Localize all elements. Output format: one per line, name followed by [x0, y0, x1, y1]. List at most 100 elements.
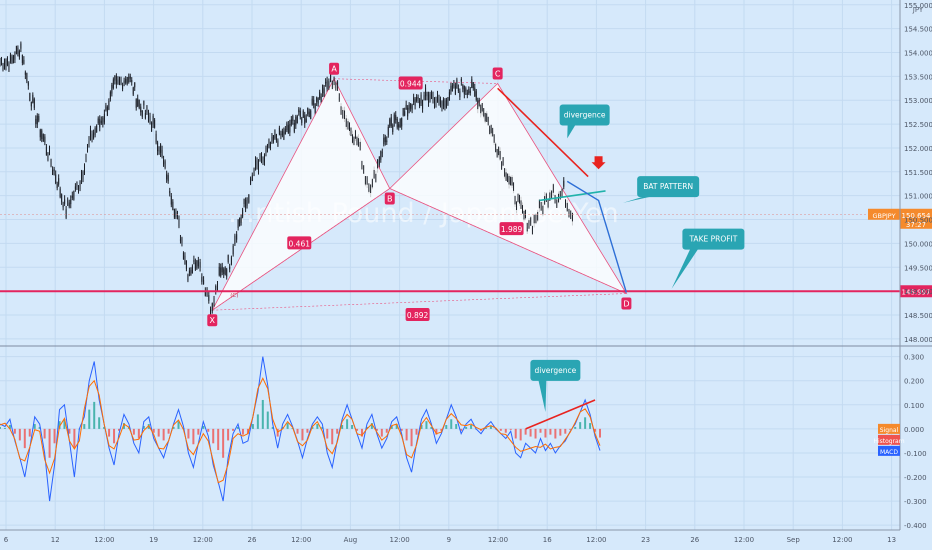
take-profit-callout[interactable]: TAKE PROFIT — [671, 228, 745, 289]
macd-histogram-bar — [3, 427, 6, 429]
bat-pattern-callout[interactable]: BAT PATTERN — [622, 176, 700, 203]
macd-histogram-bar — [28, 428, 31, 437]
macd-pane: divergence — [0, 356, 601, 502]
macd-histogram-bar — [177, 421, 180, 429]
time-tick-label: 12:00 — [734, 536, 754, 544]
time-tick-label: 19 — [149, 536, 158, 544]
macd-histogram-bar — [584, 417, 587, 429]
macd-histogram-bar — [569, 428, 572, 430]
harmonic-point-label: X — [210, 316, 216, 325]
macd-histogram-bar — [341, 425, 344, 429]
macd-histogram-bar — [336, 428, 339, 434]
small-c-label: (C) — [230, 293, 238, 299]
macd-histogram-bar — [58, 421, 61, 429]
macd-histogram-bar — [137, 428, 140, 439]
macd-histogram-bar — [246, 428, 249, 434]
signal-line — [0, 377, 601, 484]
macd-histogram-bar — [356, 428, 359, 431]
macd-histogram-bar — [167, 428, 170, 434]
macd-histogram-bar — [539, 428, 542, 433]
macd-tick-label: 0.300 — [904, 354, 924, 362]
time-tick-label: 12:00 — [832, 536, 852, 544]
time-tick-label: 13 — [887, 536, 896, 544]
macd-histogram-bar — [192, 428, 195, 445]
fib-ratio-label: 1.989 — [501, 225, 523, 234]
macd-legend-signal: Signal — [878, 423, 900, 434]
macd-histogram-bar — [202, 425, 205, 429]
fib-ratio-tag: 1.989 — [499, 222, 524, 236]
macd-histogram-bar — [435, 428, 438, 435]
macd-histogram-bar — [0, 426, 1, 429]
macd-histogram-bar — [286, 423, 289, 429]
macd-histogram-bar — [395, 424, 398, 429]
macd-tick-label: -0.300 — [904, 498, 927, 506]
time-tick-label: 26 — [690, 536, 699, 544]
time-tick-label: 23 — [641, 536, 650, 544]
macd-tick-label: 0.200 — [904, 378, 924, 386]
instrument-label: GBPJPY — [872, 212, 895, 220]
fib-ratio-tag: 0.944 — [398, 76, 423, 90]
macd-histogram-bar — [346, 419, 349, 429]
macd-histogram-bar — [271, 426, 274, 429]
macd-histogram-bar — [241, 428, 244, 435]
macd-histogram-bar — [296, 428, 299, 434]
macd-histogram-bar — [172, 426, 175, 429]
price-tick-label: 152.000 — [904, 145, 932, 153]
macd-legend-macd: MACD — [878, 445, 900, 456]
macd-histogram-bar — [351, 425, 354, 429]
macd-histogram-bar — [83, 424, 86, 429]
time-tick-label: 12:00 — [94, 536, 114, 544]
macd-histogram-bar — [375, 428, 378, 431]
macd-histogram-bar — [276, 428, 279, 437]
macd-histogram-bar — [222, 428, 225, 458]
macd-tick-label: -0.200 — [904, 474, 927, 482]
time-axis[interactable]: 6 12 12:00 19 12:00 26 12:00 Aug 12:00 9 12:00 16 12… — [4, 536, 896, 544]
macd-legend-histogram: Histogram — [873, 434, 905, 445]
price-tick-label: 153.000 — [904, 97, 932, 105]
countdown-label: 37:27 — [906, 221, 926, 229]
macd-histogram-bar — [103, 426, 106, 429]
macd-histogram-bar — [549, 428, 552, 435]
macd-histogram-bar — [425, 421, 428, 429]
macd-histogram-bar — [534, 428, 537, 439]
harmonic-point-label: A — [331, 65, 337, 74]
macd-histogram-bar — [217, 428, 220, 451]
macd-histogram-bar — [98, 417, 101, 429]
price-tick-label: 148.500 — [904, 312, 932, 320]
macd-histogram-bar — [410, 428, 413, 447]
macd-histogram-bar — [365, 426, 368, 429]
macd-histogram-bar — [73, 428, 76, 449]
macd-histogram-bar — [420, 425, 423, 429]
price-tick-label: 154.500 — [904, 26, 932, 34]
down-arrow-icon — [591, 156, 606, 170]
macd-histogram-bar — [63, 419, 66, 429]
harmonic-point-label: C — [495, 70, 501, 79]
time-tick-label: 26 — [248, 536, 257, 544]
macd-axis[interactable]: 0.300 0.200 0.100 0.000 -0.100 -0.200 -0.300 -0… — [873, 354, 926, 531]
macd-histogram-bar — [207, 428, 210, 432]
macd-histogram-bar — [187, 428, 190, 439]
macd-histogram-bar — [445, 425, 448, 429]
macd-histogram-bar — [564, 428, 567, 434]
macd-histogram-bar — [400, 428, 403, 431]
macd-histogram-bar — [38, 426, 41, 429]
macd-histogram-bar — [113, 428, 116, 444]
divergence-callout[interactable]: divergence — [559, 104, 610, 139]
macd-histogram-bar — [197, 428, 200, 435]
fib-ratio-label: 0.461 — [289, 239, 311, 248]
fib-ratio-label: 0.944 — [400, 80, 422, 89]
macd-divergence-callout[interactable]: divergence — [530, 359, 581, 413]
macd-histogram-bar — [574, 426, 577, 429]
macd-histogram-bar — [8, 425, 11, 429]
macd-histogram-bar — [460, 428, 463, 431]
currency-label: JPY — [912, 6, 924, 14]
macd-histogram-bar — [554, 428, 557, 439]
macd-histogram-bar — [93, 401, 96, 429]
macd-divergence-line — [525, 399, 596, 430]
macd-histogram-bar — [390, 425, 393, 429]
macd-histogram-bar — [227, 428, 230, 441]
macd-histogram-bar — [544, 428, 547, 438]
price-axis[interactable]: 155.000 154.500 154.000 153.500 153.000 152.5… — [904, 2, 932, 344]
callout-text: divergence — [564, 111, 606, 120]
